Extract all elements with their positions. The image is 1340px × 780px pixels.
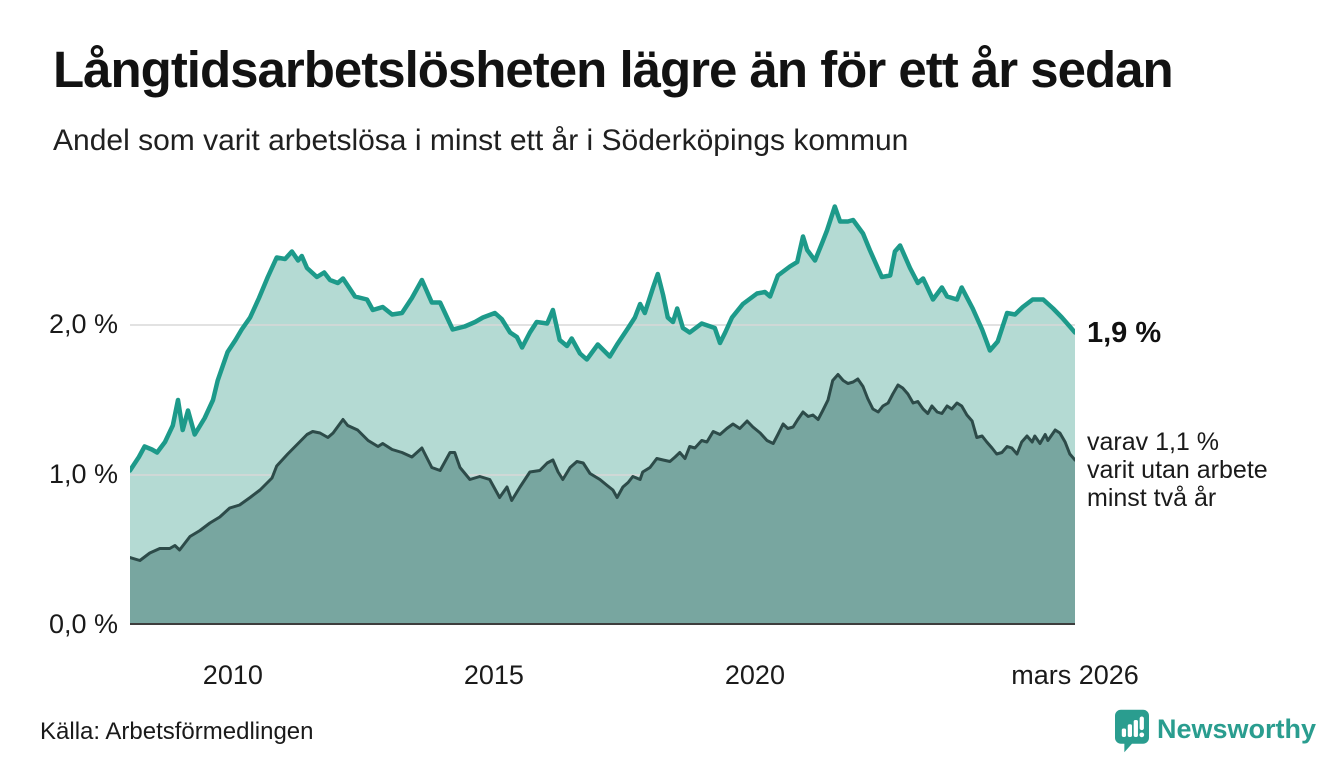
area-fill-two-year <box>130 374 1075 625</box>
source-note: Källa: Arbetsförmedlingen <box>40 718 314 745</box>
plot-canvas <box>130 204 1075 625</box>
y-axis-label: 1,0 % <box>48 459 118 489</box>
logo-exclamation-bar <box>1139 716 1144 731</box>
y-axis-label: 0,0 % <box>48 609 118 639</box>
page-subtitle: Andel som varit arbetslösa i minst ett å… <box>53 124 909 157</box>
newsworthy-pin-icon <box>1115 709 1149 753</box>
annotation-line-3: minst två år <box>1087 484 1217 512</box>
annotation-line-1: varav 1,1 % <box>1087 428 1220 456</box>
logo-bar-2 <box>1127 724 1132 737</box>
line-two-year <box>130 373 1075 562</box>
logo-bar-3 <box>1133 719 1138 737</box>
brand-name: Newsworthy <box>1157 714 1317 744</box>
x-axis-label: mars 2026 <box>1011 660 1139 690</box>
line-one-year <box>130 204 1075 473</box>
logo-exclamation-dot <box>1139 732 1145 738</box>
x-axis-label: 2020 <box>724 660 785 690</box>
annotation-line-2: varit utan arbete <box>1087 456 1268 484</box>
last-value-annotation: 1,9 % <box>1087 317 1162 349</box>
logo-bar-1 <box>1121 728 1127 737</box>
y-axis-label: 2,0 % <box>48 309 118 339</box>
x-axis-label: 2015 <box>463 660 524 690</box>
x-axis-label: 2010 <box>202 660 263 690</box>
secondary-annotation: varav 1,1 % varit utan arbete minst två … <box>1087 428 1268 512</box>
page-title: Långtidsarbetslösheten lägre än för ett … <box>53 41 1174 98</box>
newsworthy-logo: Newsworthy <box>1115 709 1316 757</box>
